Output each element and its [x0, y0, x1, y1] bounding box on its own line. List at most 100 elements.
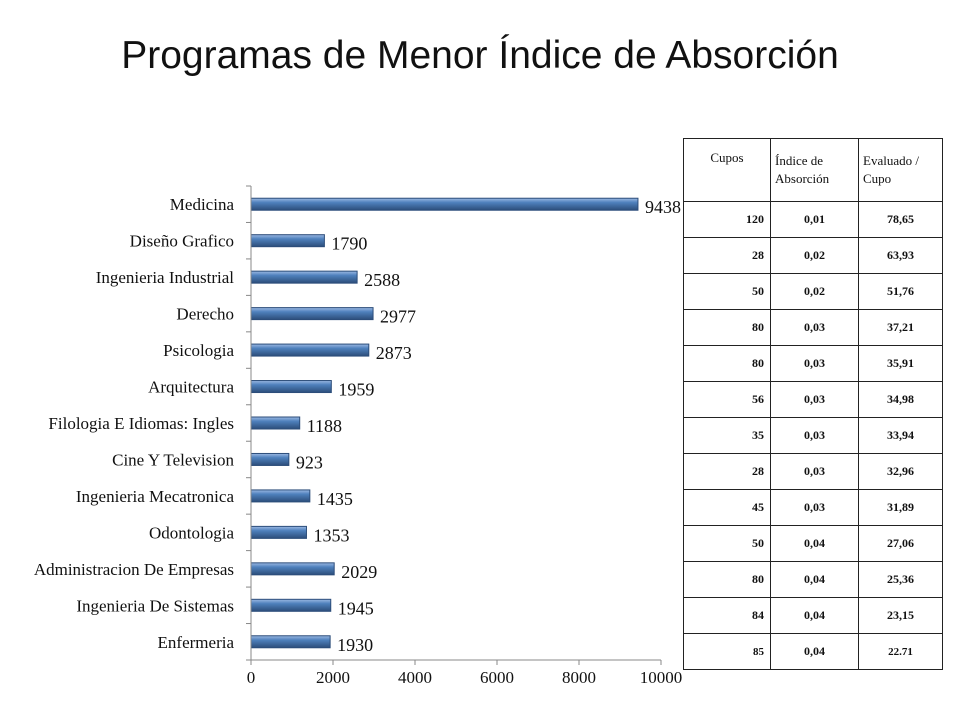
cupos-cell: 50 [683, 273, 771, 310]
value-label: 1930 [337, 635, 373, 655]
table-row: 80 0,04 25,36 [683, 561, 943, 598]
value-label: 2588 [364, 270, 400, 290]
evaluado-cell: 63,93 [858, 237, 943, 274]
evaluado-cell: 31,89 [858, 489, 943, 526]
table-row: 28 0,02 63,93 [683, 237, 943, 274]
indice-cell: 0,03 [770, 309, 859, 346]
evaluado-cell: 78,65 [858, 201, 943, 238]
value-label: 2029 [341, 562, 377, 582]
table-row: 84 0,04 23,15 [683, 597, 943, 634]
cupos-cell: 45 [683, 489, 771, 526]
evaluado-cell: 37,21 [858, 309, 943, 346]
table-header-row: Cupos Índice de Absorción Evaluado / Cup… [683, 138, 943, 202]
header-cupos: Cupos [683, 138, 771, 202]
category-label: Diseño Grafico [130, 232, 234, 251]
category-label: Medicina [170, 195, 235, 214]
header-indice: Índice de Absorción [770, 138, 859, 202]
value-label: 9438 [645, 197, 681, 217]
cupos-cell: 120 [683, 201, 771, 238]
indice-cell: 0,03 [770, 417, 859, 454]
x-tick-label: 10000 [640, 668, 683, 687]
cupos-cell: 80 [683, 345, 771, 382]
table-row: 120 0,01 78,65 [683, 201, 943, 238]
table-row: 80 0,03 37,21 [683, 309, 943, 346]
table-row: 85 0,04 22.71 [683, 633, 943, 670]
value-label: 1435 [317, 489, 353, 509]
category-label: Filologia E Idiomas: Ingles [48, 414, 234, 433]
bar-9 [250, 525, 307, 539]
value-label: 1945 [338, 598, 374, 618]
x-tick-label: 6000 [480, 668, 514, 687]
category-label: Derecho [176, 305, 234, 324]
bar-8 [250, 489, 311, 503]
cupos-cell: 28 [683, 453, 771, 490]
category-label: Ingenieria De Sistemas [76, 596, 234, 615]
table-row: 56 0,03 34,98 [683, 381, 943, 418]
category-label: Ingenieria Industrial [96, 268, 235, 287]
category-label: Ingenieria Mecatronica [76, 487, 235, 506]
value-label: 2977 [380, 307, 416, 327]
category-label: Odontologia [149, 523, 234, 542]
category-label: Arquitectura [148, 378, 234, 397]
indice-cell: 0,04 [770, 525, 859, 562]
bar-7 [250, 452, 290, 466]
evaluado-cell: 33,94 [858, 417, 943, 454]
evaluado-cell: 22.71 [858, 633, 943, 670]
cupos-cell: 85 [683, 633, 771, 670]
table-row: 35 0,03 33,94 [683, 417, 943, 454]
value-label: 1188 [307, 416, 342, 436]
indice-cell: 0,03 [770, 453, 859, 490]
value-label: 923 [296, 452, 323, 472]
category-label: Administracion De Empresas [34, 560, 234, 579]
indice-cell: 0,01 [770, 201, 859, 238]
table-row: 50 0,02 51,76 [683, 273, 943, 310]
x-tick-label: 2000 [316, 668, 350, 687]
bar-10 [250, 562, 335, 576]
bar-4 [250, 343, 370, 357]
value-label: 2873 [376, 343, 412, 363]
indice-cell: 0,03 [770, 345, 859, 382]
cupos-cell: 84 [683, 597, 771, 634]
evaluado-cell: 25,36 [858, 561, 943, 598]
page-title: Programas de Menor Índice de Absorción [121, 34, 839, 77]
value-label: 1790 [331, 234, 367, 254]
table-row: 45 0,03 31,89 [683, 489, 943, 526]
table-row: 28 0,03 32,96 [683, 453, 943, 490]
evaluado-cell: 27,06 [858, 525, 943, 562]
category-label: Cine Y Television [112, 450, 234, 469]
bar-6 [250, 416, 301, 430]
bar-5 [250, 380, 332, 394]
evaluado-cell: 34,98 [858, 381, 943, 418]
bar-12 [250, 635, 331, 649]
cupos-cell: 56 [683, 381, 771, 418]
table-row: 50 0,04 27,06 [683, 525, 943, 562]
bar-1 [250, 234, 325, 248]
cupos-cell: 80 [683, 309, 771, 346]
category-label: Enfermeria [158, 633, 235, 652]
cupos-cell: 28 [683, 237, 771, 274]
indice-cell: 0,02 [770, 273, 859, 310]
bar-11 [250, 598, 332, 612]
indice-cell: 0,03 [770, 489, 859, 526]
table-row: 80 0,03 35,91 [683, 345, 943, 382]
value-label: 1959 [338, 380, 374, 400]
cupos-cell: 35 [683, 417, 771, 454]
bar-3 [250, 307, 374, 321]
indice-cell: 0,04 [770, 597, 859, 634]
evaluado-cell: 51,76 [858, 273, 943, 310]
x-tick-label: 0 [247, 668, 256, 687]
x-tick-label: 4000 [398, 668, 432, 687]
evaluado-cell: 35,91 [858, 345, 943, 382]
cupos-cell: 50 [683, 525, 771, 562]
bar-2 [250, 270, 358, 284]
cupos-cell: 80 [683, 561, 771, 598]
evaluado-cell: 32,96 [858, 453, 943, 490]
indice-cell: 0,02 [770, 237, 859, 274]
category-label: Psicologia [163, 341, 234, 360]
header-evaluado: Evaluado / Cupo [858, 138, 943, 202]
value-label: 1353 [313, 525, 349, 545]
data-table: Cupos Índice de Absorción Evaluado / Cup… [683, 138, 943, 670]
indice-cell: 0,03 [770, 381, 859, 418]
